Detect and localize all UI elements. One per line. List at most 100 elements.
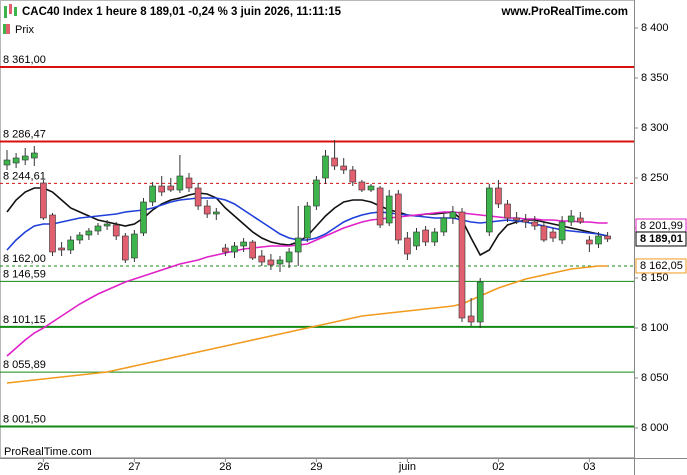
y-tick-label: 8 300 [641,122,669,134]
candle-body [458,211,466,319]
candle-body [413,231,420,247]
level-label: 8 162,00 [3,253,46,265]
candle-body [331,157,338,167]
chart-title: CAC40 Index 1 heure 8 189,01 -0,24 % 3 j… [22,6,342,18]
x-tick-label: 28 [219,461,231,473]
candle-body [549,231,557,239]
moving-average-line [6,265,608,384]
level-label: 8 055,89 [3,359,46,371]
candle-body [485,187,493,233]
candle-body [149,185,156,203]
candle-body [21,155,29,161]
candle-body [185,177,193,189]
candle-body [540,225,548,241]
plot-layer: 8 361,00 8 286,47 8 244,61 8 162,00 8 146,59… [0,54,634,428]
x-tick-label: 03 [583,461,595,473]
candle-body [322,155,329,179]
candle-body [131,233,138,259]
x-tick-label: 02 [492,461,504,473]
candle-body [567,215,575,223]
candle-body [12,157,20,164]
candle-body [112,224,120,237]
candle-body [586,239,593,245]
x-tick-label: 29 [310,461,322,473]
candle-body [449,211,457,219]
candle-body [249,241,256,259]
candle-body [67,239,74,251]
candle-body [404,237,411,255]
candle-body [294,237,302,253]
candle-body [522,219,530,223]
candle-body [213,211,220,215]
level-label: 8 101,15 [3,314,46,326]
level-label: 8 146,59 [3,268,46,280]
candle-body [340,165,348,171]
candle-body [440,217,448,233]
candle-body [240,241,247,247]
candle-body [30,152,38,159]
candle-body [467,315,475,323]
y-tick-label: 8 100 [641,322,669,334]
candle-body [595,235,602,245]
y-tick-label: 8 400 [641,22,669,34]
y-tick-label: 8 250 [641,172,669,184]
candle-body [276,259,284,265]
candle-body [85,230,93,236]
candle-body [358,181,366,191]
candle-body [313,179,320,207]
x-tick-label: juin [398,461,416,473]
candle-body [94,225,102,232]
candle-body [394,193,402,241]
price-label: 8 201,99 [640,220,683,232]
candle-body [49,214,56,253]
icon-bar [9,4,12,14]
candle-body [103,223,111,227]
candle-body [476,281,484,323]
candle-body [231,245,238,253]
candle-body [258,255,266,263]
candle-body [604,235,611,240]
footer: ProRealTime.com [4,446,92,458]
candle-body [40,182,47,219]
y-tick-label: 8 350 [641,72,669,84]
candle-body [122,235,129,261]
x-tick-label: 27 [128,461,140,473]
price-label-box [635,231,687,247]
candle-body [176,175,184,191]
candle-body [504,203,511,219]
y-tick-label: 8 050 [641,372,669,384]
candle-body [140,201,147,234]
level-label: 8 286,47 [3,128,46,140]
candle-body [285,251,293,263]
price-label-box [635,258,687,274]
x-tick-label: 26 [37,461,49,473]
candle-body [349,169,357,183]
candle-body [431,231,439,243]
candle-body [76,234,84,241]
level-label: 8 361,00 [3,54,46,66]
candle-body [3,159,11,166]
y-tick-label: 8 150 [641,272,669,284]
level-label: 8 001,50 [3,413,46,425]
price-label: 8 189,01 [640,233,683,245]
candle-body [513,217,520,221]
title-icon [4,4,17,18]
candle-body [376,187,384,226]
candle-body [531,221,539,227]
candle-body [576,217,584,223]
candle-body [558,221,566,241]
candle-body [367,185,375,191]
price-label: 8 162,05 [640,260,683,272]
candle-body [267,259,275,266]
level-label: 8 244,61 [3,170,46,182]
icon-bar [14,7,17,16]
candle-body [167,185,175,191]
candle-body [385,195,393,224]
source: www.ProRealTime.com [500,6,628,18]
candle-body [303,205,311,239]
candle-body [194,187,202,207]
candle-body [158,185,165,193]
candle-body [422,229,429,243]
